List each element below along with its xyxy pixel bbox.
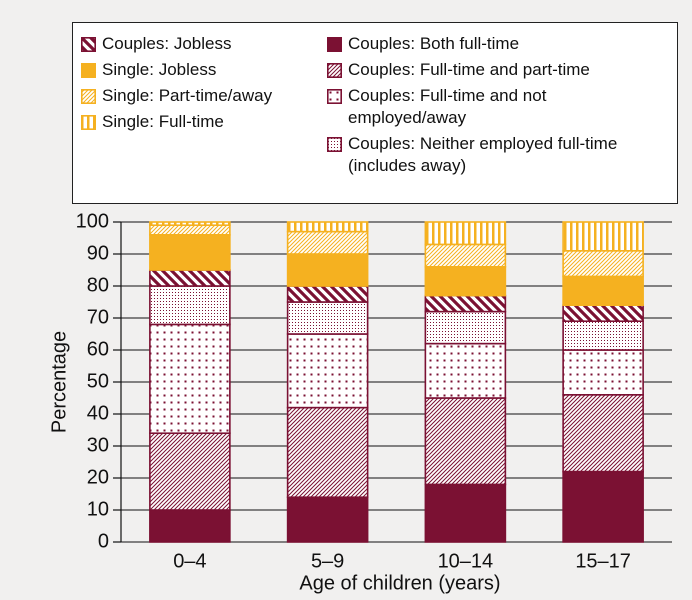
legend-swatch-fill: [327, 137, 342, 152]
legend-swatch: [327, 137, 342, 152]
legend-column: Couples: Both full-time Couples: Full-tim…: [327, 33, 667, 203]
legend-label: Couples: Neither employed full-time (inc…: [348, 134, 618, 175]
legend-label: Couples: Jobless: [102, 34, 232, 53]
legend-label: Couples: Full-time and part-time: [348, 60, 590, 79]
bar-segment: [562, 250, 644, 278]
bar-segment: [424, 397, 507, 486]
y-tick-label: 40: [87, 402, 109, 424]
legend-swatch: [81, 89, 96, 104]
bar-segment: [424, 221, 507, 246]
legend-item: Couples: Full-time and not employed/away: [327, 85, 667, 129]
x-tick-label: 10–14: [438, 550, 494, 572]
bar-segment: [424, 483, 507, 543]
legend-swatch-fill: [327, 63, 342, 78]
bar-segment: [424, 342, 507, 399]
legend-swatch: [81, 115, 96, 130]
bar-segment: [286, 301, 369, 335]
legend-swatch-fill: [81, 115, 96, 130]
bar-segment: [424, 294, 507, 313]
legend-swatch-fill: [81, 63, 96, 78]
bar-segment: [149, 285, 231, 326]
y-tick-label: 10: [87, 498, 109, 520]
bar-segment: [149, 269, 231, 287]
bar-segment: [149, 221, 231, 226]
bar-segment: [149, 323, 231, 434]
bar-segment: [149, 224, 231, 236]
bar-segment: [562, 349, 644, 396]
y-tick-label: 50: [87, 370, 109, 392]
bar-segment: [286, 496, 369, 543]
legend-label: Single: Jobless: [102, 60, 217, 79]
bar-segment: [149, 234, 231, 271]
legend: Couples: Jobless Single: Jobless Single: P…: [72, 22, 678, 204]
bar-segment: [562, 470, 644, 543]
y-tick-label: 60: [87, 338, 109, 360]
y-axis-label: Percentage: [48, 331, 70, 433]
x-tick-label: 15–17: [575, 550, 631, 572]
bar-segment: [286, 230, 369, 255]
legend-label: Couples: Full-time and not employed/away: [348, 86, 547, 127]
x-tick-label: 0–4: [173, 550, 206, 572]
y-tick-label: 100: [76, 210, 109, 232]
legend-label: Single: Full-time: [102, 112, 224, 131]
legend-item: Couples: Full-time and part-time: [327, 59, 667, 81]
legend-item: Couples: Neither employed full-time (inc…: [327, 133, 667, 177]
x-axis-label: Age of children (years): [299, 572, 500, 594]
bar-segment: [286, 406, 369, 499]
legend-column: Couples: Jobless Single: Jobless Single: P…: [81, 33, 327, 203]
legend-swatch: [327, 63, 342, 78]
bar-segment: [286, 221, 369, 233]
legend-item: Single: Part-time/away: [81, 85, 327, 107]
legend-swatch-fill: [81, 37, 96, 52]
bar-segment: [562, 393, 644, 473]
y-tick-label: 30: [87, 434, 109, 456]
legend-label: Single: Part-time/away: [102, 86, 273, 105]
legend-swatch: [327, 37, 342, 52]
bar-segment: [562, 275, 644, 306]
y-tick-label: 90: [87, 242, 109, 264]
bar-segment: [149, 509, 231, 543]
bar-segment: [286, 253, 369, 287]
legend-swatch: [81, 37, 96, 52]
legend-item: Single: Jobless: [81, 59, 327, 81]
bar-segment: [424, 243, 507, 268]
bar-segment: [286, 285, 369, 303]
y-tick-label: 80: [87, 274, 109, 296]
bar-segment: [562, 320, 644, 351]
bar-segment: [562, 221, 644, 252]
legend-item: Couples: Jobless: [81, 33, 327, 55]
bar-segment: [424, 265, 507, 297]
legend-swatch-fill: [81, 89, 96, 104]
legend-swatch: [327, 89, 342, 104]
y-tick-label: 70: [87, 306, 109, 328]
legend-swatch-fill: [327, 37, 342, 52]
y-tick-label: 0: [98, 530, 109, 552]
bar-segment: [562, 304, 644, 323]
legend-swatch-fill: [327, 89, 342, 104]
y-tick-label: 20: [87, 466, 109, 488]
bar-segment: [424, 310, 507, 345]
legend-label: Couples: Both full-time: [348, 34, 520, 53]
legend-swatch: [81, 63, 96, 78]
legend-item: Single: Full-time: [81, 111, 327, 133]
bar-segment: [286, 333, 369, 409]
x-tick-label: 5–9: [311, 550, 344, 572]
legend-item: Couples: Both full-time: [327, 33, 667, 55]
bar-segment: [149, 432, 231, 511]
